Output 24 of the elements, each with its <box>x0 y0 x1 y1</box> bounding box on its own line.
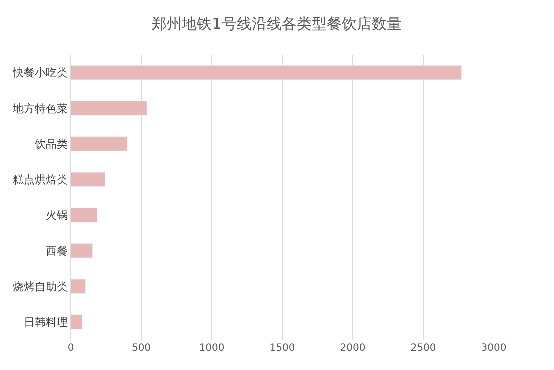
y-tick-label: 饮品类 <box>34 138 68 151</box>
y-tick-label: 火锅 <box>46 209 68 222</box>
x-tick-label: 1500 <box>270 343 296 354</box>
bar <box>71 136 128 152</box>
bar <box>71 65 462 80</box>
x-tick-label: 2000 <box>340 343 366 354</box>
x-tick-label: 0 <box>68 343 74 354</box>
x-tick-label: 1000 <box>199 343 225 354</box>
y-tick-label: 快餐小吃类 <box>12 66 68 80</box>
bar <box>71 208 98 223</box>
bar <box>71 279 86 294</box>
y-tick-label: 烧烤自助类 <box>12 280 68 294</box>
bar <box>71 101 148 116</box>
chart-title: 郑州地铁1号线沿线各类型餐饮店数量 <box>152 15 402 33</box>
x-tick-label: 3000 <box>481 343 507 354</box>
y-tick-label: 日韩料理 <box>24 316 68 330</box>
x-tick-label: 2500 <box>410 343 436 354</box>
y-tick-label: 糕点烘焙类 <box>12 174 68 187</box>
bar <box>71 244 93 258</box>
x-tick-label: 500 <box>132 343 152 354</box>
bar <box>71 314 83 330</box>
y-tick-label: 西餐 <box>46 244 68 258</box>
bar <box>71 172 106 188</box>
y-tick-label: 地方特色菜 <box>12 102 68 116</box>
